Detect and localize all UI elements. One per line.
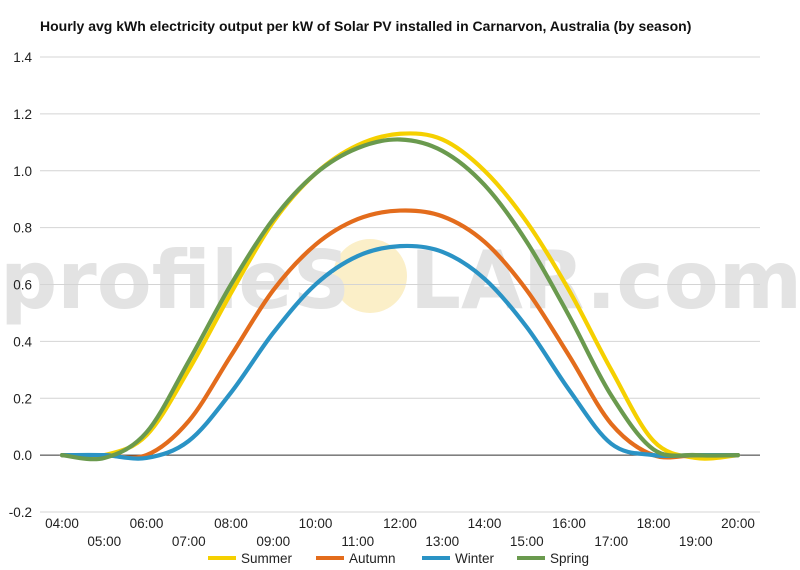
x-tick-label: 14:00: [468, 516, 502, 531]
series-line-winter: [59, 243, 741, 461]
x-tick-label: 09:00: [256, 534, 290, 549]
series-lines: [59, 131, 741, 462]
x-tick-label: 10:00: [299, 516, 333, 531]
legend-item-autumn: Autumn: [316, 551, 396, 566]
legend-label: Spring: [550, 551, 589, 566]
x-tick-label: 05:00: [87, 534, 121, 549]
x-tick-label: 12:00: [383, 516, 417, 531]
y-tick-label: 1.4: [13, 50, 32, 65]
y-tick-label: 1.2: [13, 107, 32, 122]
legend-item-summer: Summer: [208, 551, 293, 566]
x-tick-label: 06:00: [130, 516, 164, 531]
legend-label: Winter: [455, 551, 495, 566]
y-tick-label: 0.0: [13, 448, 32, 463]
x-tick-label: 20:00: [721, 516, 755, 531]
x-tick-label: 15:00: [510, 534, 544, 549]
x-tick-label: 13:00: [425, 534, 459, 549]
series-line-spring: [59, 137, 741, 462]
y-axis-tick-labels: -0.2 0.0 0.2 0.4 0.6 0.8 1.0 1.2 1.4: [9, 50, 33, 520]
y-tick-label: 0.4: [13, 334, 32, 349]
x-tick-label: 11:00: [341, 534, 374, 549]
legend-label: Autumn: [349, 551, 396, 566]
series-line-summer: [59, 131, 741, 461]
watermark-text-right: LAR.com: [410, 234, 800, 327]
y-tick-label: 0.2: [13, 391, 32, 406]
y-tick-label: 0.8: [13, 221, 32, 236]
chart-title: Hourly avg kWh electricity output per kW…: [40, 18, 692, 34]
series-line-autumn: [59, 208, 741, 460]
x-tick-label: 07:00: [172, 534, 206, 549]
y-tick-label: 0.6: [13, 278, 32, 293]
y-tick-label: -0.2: [9, 505, 32, 520]
legend-label: Summer: [241, 551, 293, 566]
x-tick-label: 17:00: [594, 534, 628, 549]
x-axis-tick-labels: 04:00 05:00 06:00 07:00 08:00 09:00 10:00 11:00…: [45, 516, 755, 549]
x-tick-label: 08:00: [214, 516, 248, 531]
gridlines: [40, 56, 760, 513]
legend-item-winter: Winter: [422, 551, 495, 566]
x-tick-label: 18:00: [637, 516, 671, 531]
legend: Summer Autumn Winter Spring: [208, 551, 589, 566]
legend-item-spring: Spring: [517, 551, 589, 566]
y-tick-label: 1.0: [13, 164, 32, 179]
x-tick-label: 16:00: [552, 516, 586, 531]
x-tick-label: 19:00: [679, 534, 713, 549]
x-tick-label: 04:00: [45, 516, 79, 531]
watermark-text-left: profileS: [0, 234, 350, 327]
